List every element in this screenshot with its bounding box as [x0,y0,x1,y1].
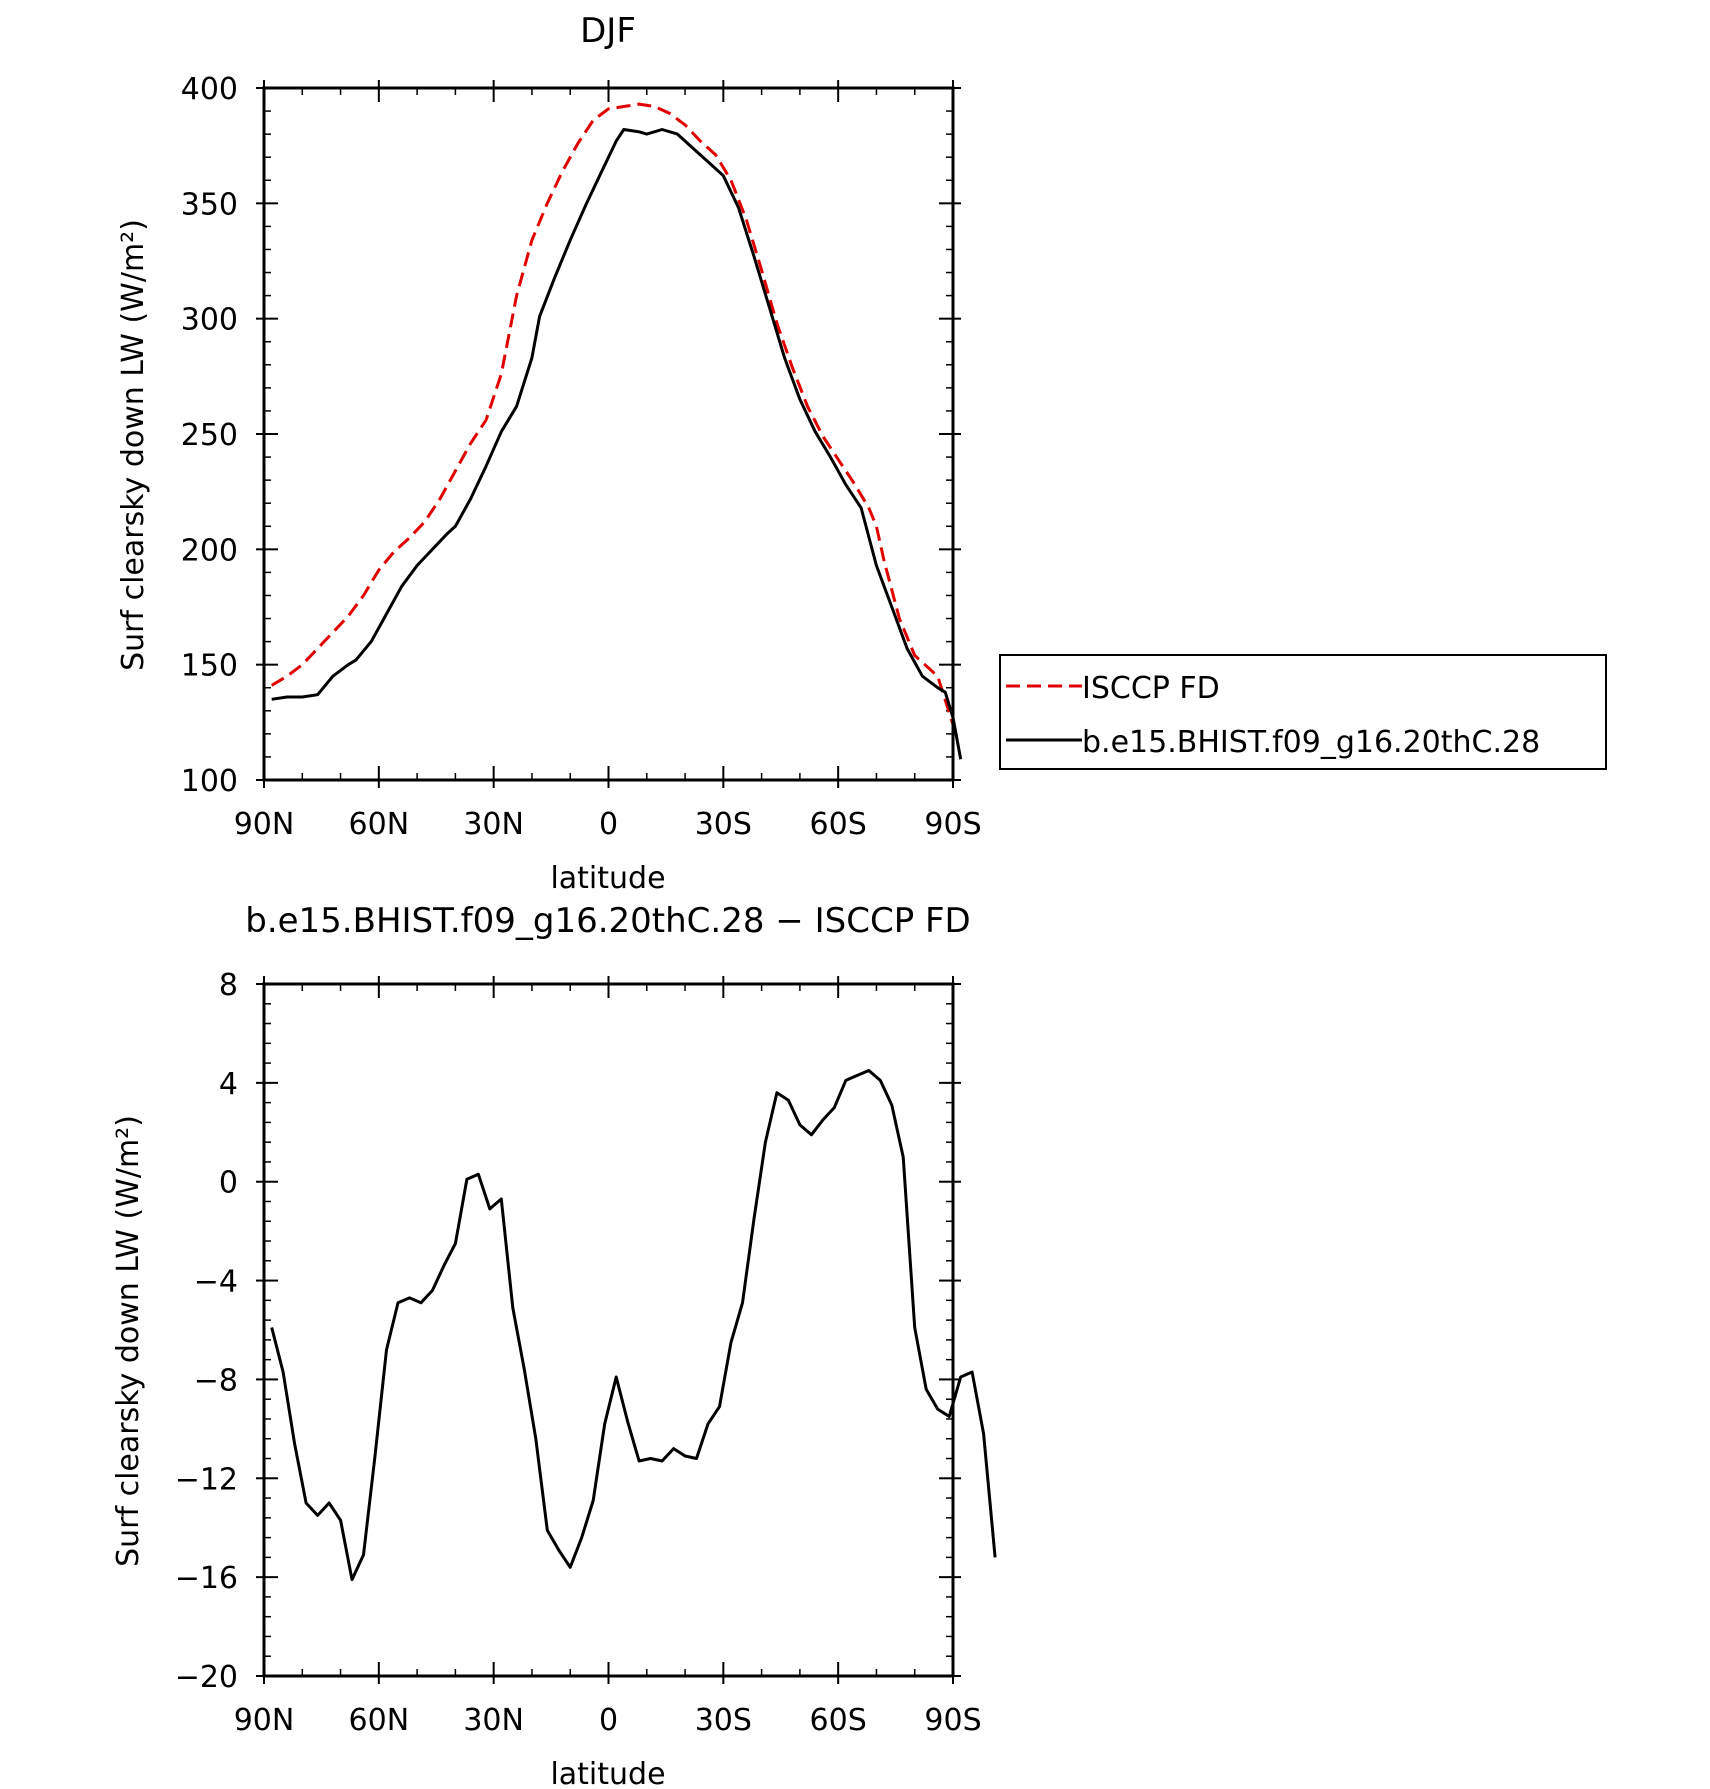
bottom-chart-xlabel: latitude [550,1757,665,1789]
top-ytick-label: 200 [181,533,238,568]
bottom-ytick-label: −8 [194,1363,238,1398]
top-xtick-label: 30S [695,807,752,842]
bottom-ytick-label: −12 [175,1462,238,1497]
top-xtick-label: 60N [349,807,410,842]
bottom-chart-ticks: 90N 60N 30N 0 30S 60S 90S −20 −16 −12 −8 −4 0 4 8 [175,968,982,1738]
top-xtick-label: 60S [810,807,867,842]
top-ytick-label: 100 [181,764,238,799]
bottom-xtick-label: 60N [349,1703,410,1738]
bottom-series-line-difference [270,1069,997,1582]
bottom-xtick-label: 90N [234,1703,295,1738]
top-chart-plot-frame [262,86,955,782]
bottom-chart-panel: b.e15.BHIST.f09_g16.20thC.28 − ISCCP FD … [111,901,997,1789]
chart-legend: ISCCP FD b.e15.BHIST.f09_g16.20thC.28 [999,654,1607,770]
bottom-chart-lines [270,1069,997,1582]
bottom-ytick-label: −20 [175,1660,238,1695]
bottom-xtick-label: 60S [810,1703,867,1738]
bottom-chart-ylabel: Surf clearsky down LW (W/m²) [111,1115,146,1567]
top-xtick-label: 90N [234,807,295,842]
legend-box [999,654,1607,770]
legend-label-isccp-fd: ISCCP FD [1082,671,1220,706]
bottom-chart-plot-frame [262,982,955,1678]
legend-label-model: b.e15.BHIST.f09_g16.20thC.28 [1082,725,1540,760]
top-chart-ticks: 90N 60N 30N 0 30S 60S 90S 100 150 200 250 300 350 400 [181,72,982,842]
top-chart-xlabel: latitude [550,861,665,896]
bottom-ytick-label: −4 [194,1265,238,1300]
top-chart-panel: DJF Surf clearsky down LW (W/m²) latitud… [116,11,982,896]
top-chart-title: DJF [580,11,636,51]
bottom-xtick-label: 30S [695,1703,752,1738]
bottom-xtick-label: 30N [463,1703,524,1738]
top-series-line-isccp-fd [270,102,955,726]
top-ytick-label: 300 [181,303,238,338]
bottom-chart-title: b.e15.BHIST.f09_g16.20thC.28 − ISCCP FD [245,901,971,941]
top-ytick-label: 400 [181,72,238,107]
top-ytick-label: 350 [181,187,238,222]
bottom-ytick-label: 8 [219,968,238,1003]
top-xtick-label: 0 [599,807,618,842]
top-chart-lines [270,102,963,760]
top-xtick-label: 30N [463,807,524,842]
top-ytick-label: 150 [181,649,238,684]
bottom-xtick-label: 90S [924,1703,981,1738]
bottom-ytick-label: −16 [175,1561,238,1596]
top-ytick-label: 250 [181,418,238,453]
bottom-ytick-label: 4 [219,1067,238,1102]
bottom-ytick-label: 0 [219,1166,238,1201]
top-series-line-b-e15-bhist-f09-g16-20thc-28 [271,128,963,760]
top-xtick-label: 90S [924,807,981,842]
top-chart-ylabel: Surf clearsky down LW (W/m²) [116,219,151,671]
bottom-xtick-label: 0 [599,1703,618,1738]
